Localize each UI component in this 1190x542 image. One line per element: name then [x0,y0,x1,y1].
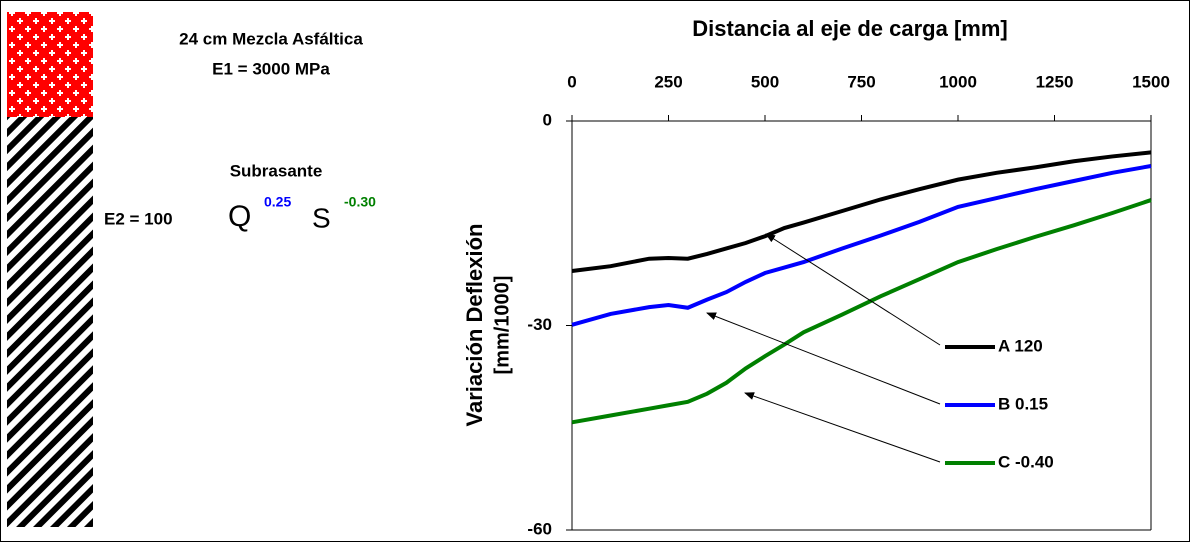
equation: Q [228,200,251,233]
subgrade-layer [7,117,93,527]
y-tick-label: 0 [543,110,552,129]
plot: 0 250 500 750 1000 1250 1500 0 -30 -60 A 120 B 0.15… [527,72,1169,538]
legend-label: A 120 [998,336,1043,355]
x-tick-label: 250 [654,72,682,91]
x-tick-label: 750 [847,72,875,91]
layer-label: 24 cm Mezcla Asfáltica [179,29,363,48]
y-axis-label: Variación Deflexión [462,224,487,427]
y-axis-label: [mm/1000] [491,276,513,375]
series-line [572,200,1151,422]
equation-exponent: 0.25 [264,194,291,210]
equation-exponent: -0.30 [344,194,376,210]
arrow [745,393,940,462]
asphalt-layer [7,12,93,117]
series-line [572,166,1151,325]
x-tick-label: 500 [751,72,779,91]
x-tick-label: 1250 [1036,72,1074,91]
legend-label: B 0.15 [998,394,1048,413]
x-tick-label: 1500 [1132,72,1170,91]
arrow [766,234,940,345]
y-tick-label: -60 [527,519,552,538]
y-tick-label: -30 [527,315,552,334]
legend-label: C -0.40 [998,452,1054,471]
equation: E2 = 100 [104,209,173,228]
arrow [707,313,940,404]
x-tick-label: 1000 [939,72,977,91]
layer-label: E1 = 3000 MPa [212,59,330,78]
layer-label: Subrasante [230,161,323,180]
chart-title: Distancia al eje de carga [mm] [692,16,1007,41]
figure: 24 cm Mezcla Asfáltica E1 = 3000 MPa Sub… [0,0,1190,542]
equation: S [312,202,331,233]
x-tick-label: 0 [567,72,576,91]
series-line [572,152,1151,271]
